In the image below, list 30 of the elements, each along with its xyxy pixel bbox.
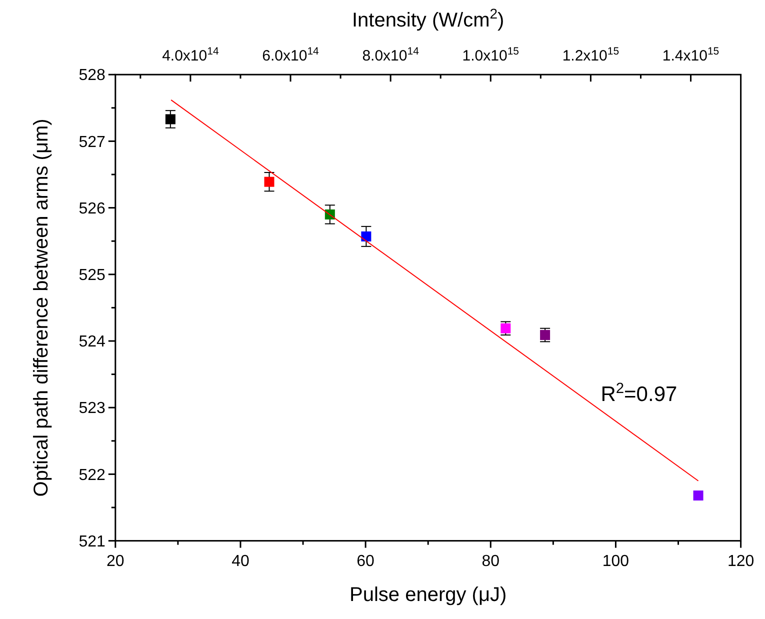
y-tick-label: 521 — [78, 533, 106, 550]
x-tick-label: 60 — [356, 552, 375, 570]
annotation: R$^{2}$=0.97 — [600, 380, 678, 406]
x2-tick-label: 4.0x10$^{14}$ — [162, 46, 219, 65]
point — [361, 231, 372, 242]
y-tick-label: 525 — [78, 267, 106, 284]
x2-tick-label: 1.0x10$^{15}$ — [462, 46, 520, 65]
x2-tick-label: 1.4x10$^{15}$ — [662, 46, 720, 65]
x-tick-label: 20 — [106, 552, 124, 570]
y-axis-title: Optical path difference between arms (μm) — [30, 118, 52, 497]
point — [693, 490, 704, 501]
point — [165, 114, 176, 124]
x-tick-label: 40 — [232, 552, 250, 570]
point — [540, 330, 550, 340]
x-tick-label: 120 — [727, 552, 754, 570]
y-tick-label: 527 — [78, 134, 106, 151]
x2-tick-label: 8.0x10$^{14}$ — [362, 46, 420, 65]
y-tick-label: 526 — [78, 200, 106, 218]
y-tick-label: 528 — [78, 67, 106, 84]
x2-tick-label: 6.0x10$^{14}$ — [262, 46, 320, 65]
x-tick-label: 80 — [482, 552, 500, 570]
y-tick-label: 524 — [78, 334, 106, 351]
y-tick-label: 523 — [78, 400, 106, 418]
x-axis-title: Pulse energy (μJ) — [350, 584, 507, 606]
x2-axis-title: Intensity (W/cm$^{2}$) — [352, 6, 504, 32]
x-tick-label: 100 — [602, 552, 630, 570]
x2-tick-label: 1.2x10$^{15}$ — [562, 46, 620, 65]
point — [500, 323, 511, 334]
point — [264, 176, 274, 187]
y-tick-label: 522 — [78, 466, 106, 484]
